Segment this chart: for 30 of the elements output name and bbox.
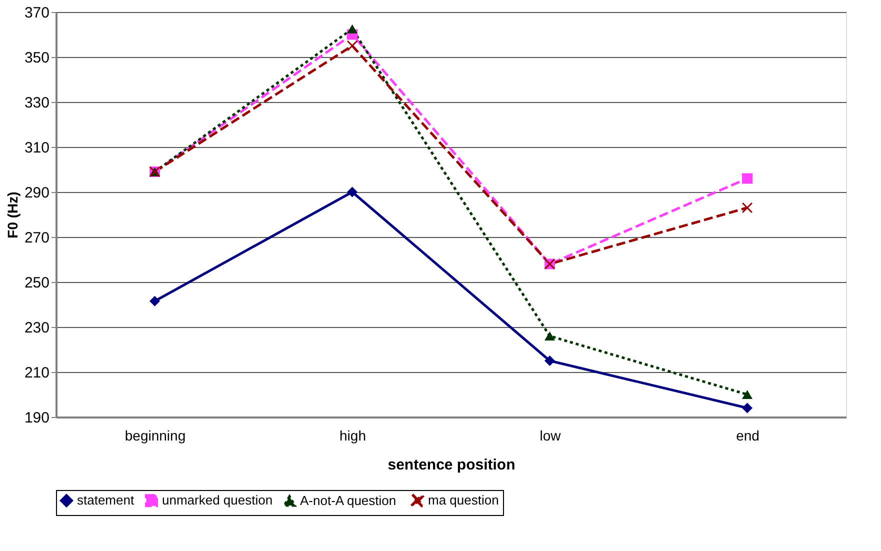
point <box>347 186 358 198</box>
legend-label: unmarked question <box>162 492 273 508</box>
legend-label: ma question <box>428 492 499 508</box>
point <box>742 402 752 414</box>
y-tick-label: 370 <box>24 4 50 22</box>
x-tick-label: beginning <box>124 428 186 444</box>
y-tick-label: 210 <box>24 364 50 382</box>
point <box>544 331 555 341</box>
y-tick-label: 230 <box>24 320 50 336</box>
point <box>742 202 752 213</box>
x-axis-title: sentence position <box>388 456 516 474</box>
point <box>347 40 358 51</box>
x-tick-label: end <box>736 428 760 444</box>
y-tick-label: 250 <box>24 274 50 292</box>
y-tick-label: 190 <box>24 410 50 426</box>
point <box>742 173 752 184</box>
point <box>347 24 358 34</box>
y-tick-label: 290 <box>24 184 50 202</box>
legend-label: A-not-A question <box>300 492 396 508</box>
point <box>544 356 555 366</box>
legend-label: statement <box>77 492 134 508</box>
y-tick-label: 310 <box>24 140 50 156</box>
y-tick-label: 270 <box>24 230 50 246</box>
point <box>742 390 752 400</box>
x-tick-label: high <box>340 428 366 444</box>
x-tick-label: low <box>540 428 562 444</box>
y-axis-title: F0 (Hz) <box>4 192 20 238</box>
y-tick-label: 350 <box>24 50 50 66</box>
y-tick-label: 330 <box>24 94 50 112</box>
point <box>150 296 160 306</box>
